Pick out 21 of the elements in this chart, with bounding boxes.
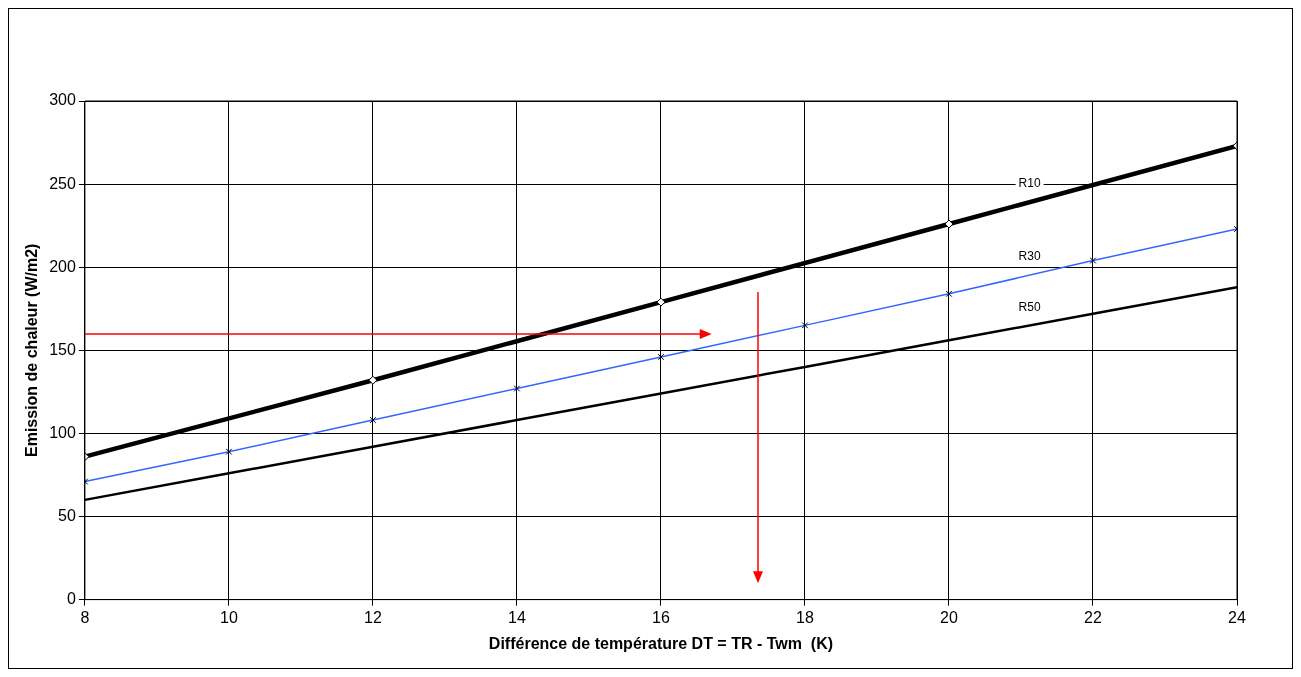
series-label: R10 xyxy=(1018,176,1041,191)
y-tick-label: 200 xyxy=(49,257,76,275)
y-tick-label: 0 xyxy=(66,590,76,608)
series-label: R30 xyxy=(1018,249,1041,264)
x-axis-title: Différence de température DT = TR - Twm (K) xyxy=(488,634,834,652)
y-tick-label: 250 xyxy=(49,174,76,192)
y-tick-label: 100 xyxy=(49,423,76,441)
y-tick-label: 300 xyxy=(49,91,76,109)
y-tick-label: 50 xyxy=(58,506,76,524)
x-tick-label: 8 xyxy=(80,608,90,626)
series-label: R50 xyxy=(1018,299,1041,314)
x-tick-label: 18 xyxy=(796,608,814,626)
x-tick-label: 24 xyxy=(1228,608,1246,626)
x-tick-label: 12 xyxy=(364,608,382,626)
x-tick-label: 20 xyxy=(940,608,958,626)
y-tick-label: 150 xyxy=(49,340,76,358)
x-tick-label: 22 xyxy=(1084,608,1102,626)
x-tick-label: 10 xyxy=(220,608,238,626)
y-axis-title: Emission de chaleur (W/m2) xyxy=(23,243,41,457)
x-tick-label: 16 xyxy=(652,608,670,626)
x-tick-label: 14 xyxy=(508,608,526,626)
